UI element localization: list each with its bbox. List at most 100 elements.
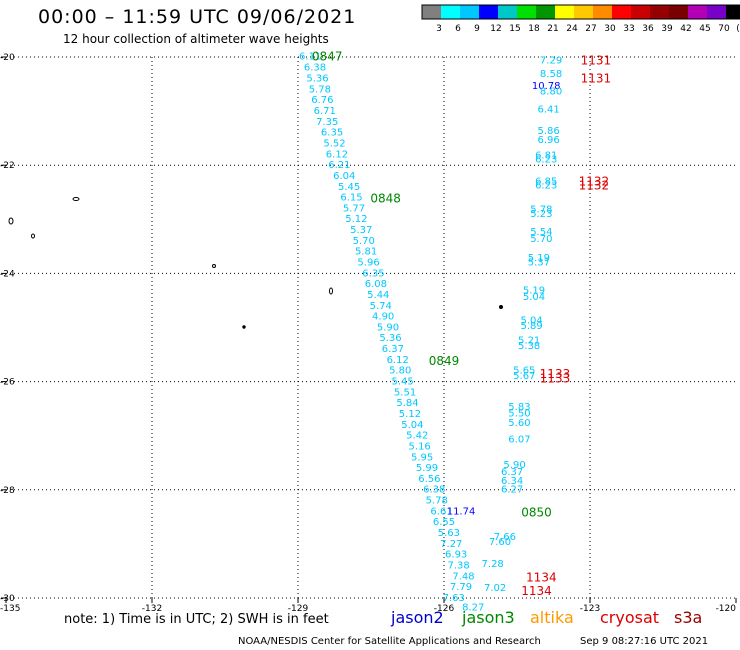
lat-tick-label: -30: [0, 594, 15, 604]
swh-value: 6.96: [538, 135, 560, 146]
lat-tick-label: -28: [0, 486, 15, 496]
swh-value: 6.55: [433, 517, 455, 528]
swh-value: 7.35: [316, 117, 338, 128]
swh-value: 5.96: [357, 257, 379, 268]
island: [72, 197, 80, 201]
swh-value: 6.12: [387, 355, 409, 366]
swh-value: 6.15: [340, 193, 362, 204]
island: [212, 264, 216, 268]
swh-value: 5.77: [343, 203, 365, 214]
swh-value: 6.71: [314, 106, 336, 117]
legend-label: 9: [474, 24, 480, 34]
swh-value: 5.80: [389, 366, 411, 377]
swh-value: 6.23: [535, 155, 557, 166]
legend-label: 30: [604, 24, 616, 34]
swh-value: 6.56: [418, 474, 440, 485]
legend-swatch: [536, 5, 555, 19]
swh-value: 6.38: [304, 63, 326, 74]
legend-swatch: [726, 5, 740, 19]
chart-title: 00:00 – 11:59 UTC 09/06/2021: [38, 6, 357, 28]
swh-value: 7.48: [452, 571, 474, 582]
swh-value: 8.80: [540, 87, 562, 98]
island: [242, 325, 246, 329]
swh-value: 6.85: [535, 176, 557, 187]
legend-swatch: [517, 5, 536, 19]
swh-value: 7.29: [540, 56, 562, 67]
legend-swatch: [612, 5, 631, 19]
island: [329, 287, 333, 295]
swh-value: 6.93: [445, 550, 467, 561]
swh-value: 11.74: [447, 506, 476, 517]
swh-value: 5.89: [520, 321, 542, 332]
swh-value: 5.42: [406, 431, 428, 442]
swh-value: 6.12: [326, 149, 348, 160]
legend-label: 39: [661, 24, 673, 34]
legend-swatch: [707, 5, 726, 19]
pass-time-label: 0848: [370, 192, 401, 206]
legend-swatch: [441, 5, 460, 19]
legend-jason3: jason3: [462, 608, 515, 627]
swh-value: 7.66: [494, 532, 516, 543]
swh-value: 5.12: [399, 409, 421, 420]
swh-value: 5.19: [528, 253, 550, 264]
swh-value: 6.81: [535, 150, 557, 161]
pass-time-label: 1132: [579, 179, 610, 193]
legend-altika: altika: [530, 608, 574, 627]
swh-value: 7.60: [489, 537, 511, 548]
legend-swatch: [650, 5, 669, 19]
swh-value: 7.79: [450, 582, 472, 593]
swh-value: 5.86: [538, 126, 560, 137]
swh-value: 5.38: [518, 341, 540, 352]
pass-time-label: 1131: [581, 72, 612, 86]
legend-jason2: jason2: [391, 608, 444, 627]
swh-value: 5.83: [508, 402, 530, 413]
map-grid: -135 -132 -129 -126 -123 -120 -20 -22 -24 -26 -28 -…: [0, 53, 737, 614]
lon-tick-label: -135: [0, 604, 20, 614]
legend-swatch: [688, 5, 707, 19]
swh-value: 5.12: [345, 214, 367, 225]
legend-swatch: [555, 5, 574, 19]
legend-label: 6: [455, 24, 461, 34]
island: [8, 217, 14, 225]
swh-value: 5.50: [508, 408, 530, 419]
swh-value: 6.37: [501, 467, 523, 478]
lon-tick-label: -123: [580, 604, 600, 614]
lat-tick-label: -20: [0, 53, 15, 63]
swh-value: 5.45: [338, 182, 360, 193]
legend-cryosat: cryosat: [600, 608, 660, 627]
legend-swatch: [574, 5, 593, 19]
swh-value: 5.99: [416, 463, 438, 474]
footer-credit: NOAA/NESDIS Center for Satellite Applica…: [238, 636, 541, 647]
swh-value: 5.44: [367, 290, 389, 301]
swh-value: 7.63: [443, 593, 465, 604]
lon-tick-label: -132: [142, 604, 162, 614]
legend-swatch: [479, 5, 498, 19]
footer-timestamp: Sep 9 08:27:16 UTC 2021: [580, 636, 709, 647]
swh-value: 5.45: [392, 377, 414, 388]
swh-value: 6.76: [311, 95, 333, 106]
swh-value: 5.84: [396, 398, 418, 409]
legend-swatch: [631, 5, 650, 19]
legend-swatch: [593, 5, 612, 19]
swh-value: 6.27: [501, 485, 523, 496]
pass-time-labels: 0847084808490850113111311132113211331133…: [312, 49, 611, 598]
swh-value: 5.04: [401, 420, 423, 431]
swh-value: 6.35: [321, 128, 343, 139]
swh-value: 5.74: [370, 301, 392, 312]
swh-value: 5.52: [323, 138, 345, 149]
lon-tick-label: -120: [716, 604, 737, 614]
island-outlines: [8, 197, 503, 329]
legend-label: (ft): [736, 24, 740, 34]
swh-value: 5.37: [528, 257, 550, 268]
swh-value: 7.27: [440, 539, 462, 550]
legend-swatch: [422, 5, 441, 19]
swh-value: 5.65: [513, 366, 535, 377]
lon-tick-label: -126: [434, 604, 455, 614]
swh-value: 6.04: [333, 171, 355, 182]
legend-label: 3: [436, 24, 442, 34]
legend-label: 45: [699, 24, 710, 34]
swh-value: 5.36: [306, 74, 328, 85]
swh-value: 5.78: [309, 84, 331, 95]
